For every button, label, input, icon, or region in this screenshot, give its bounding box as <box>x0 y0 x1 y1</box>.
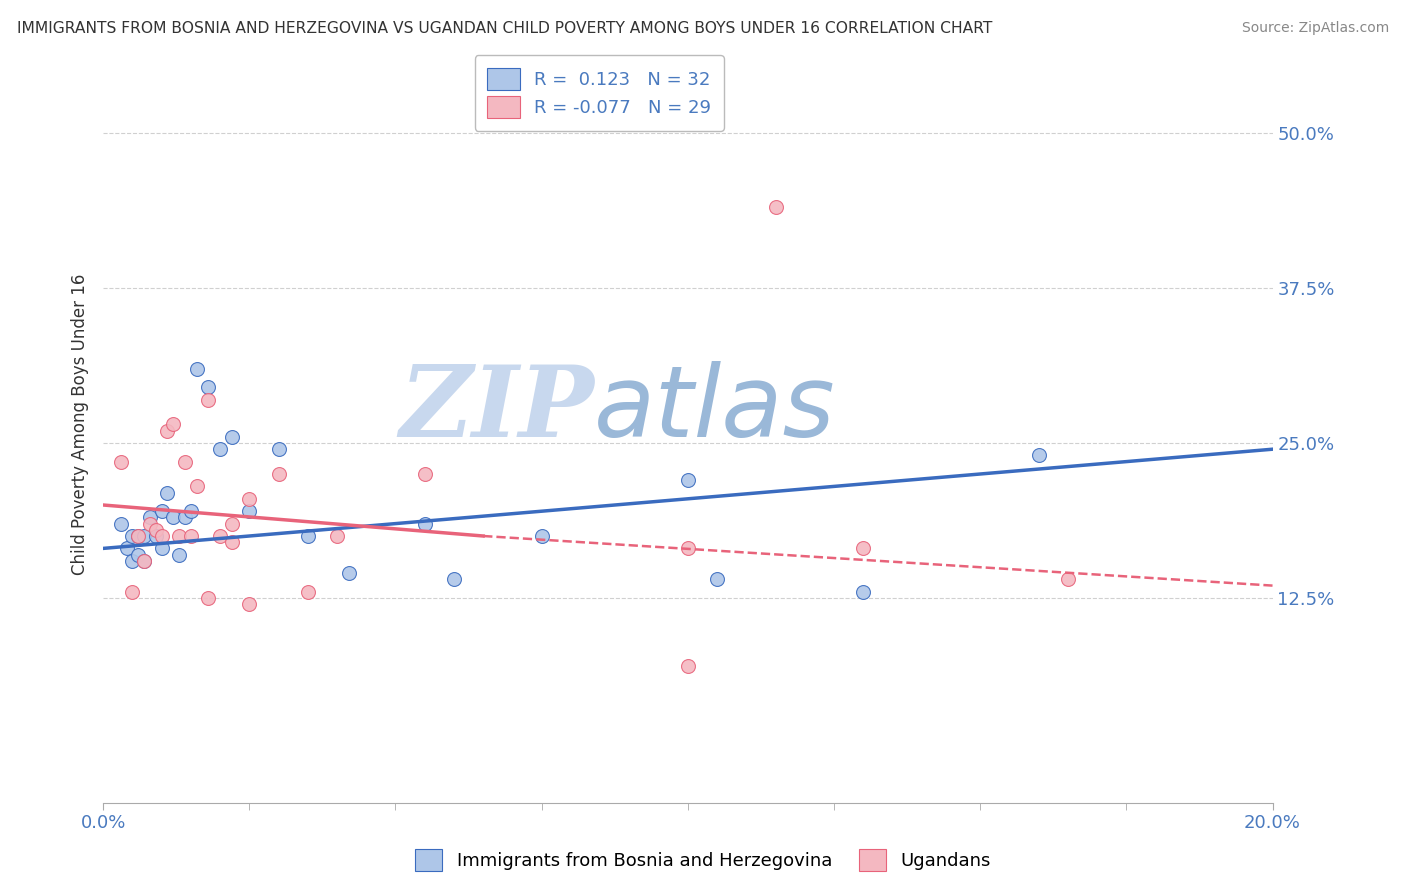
Point <box>150 529 173 543</box>
Point <box>127 529 149 543</box>
Point <box>162 510 184 524</box>
Text: IMMIGRANTS FROM BOSNIA AND HERZEGOVINA VS UGANDAN CHILD POVERTY AMONG BOYS UNDER: IMMIGRANTS FROM BOSNIA AND HERZEGOVINA V… <box>17 21 993 36</box>
Point <box>443 573 465 587</box>
Point <box>337 566 360 581</box>
Point <box>197 392 219 407</box>
Point <box>150 541 173 556</box>
Point <box>145 529 167 543</box>
Point <box>530 529 553 543</box>
Point <box>139 510 162 524</box>
Point <box>127 529 149 543</box>
Point <box>413 516 436 531</box>
Point <box>267 467 290 481</box>
Point <box>132 554 155 568</box>
Point <box>132 529 155 543</box>
Point <box>238 491 260 506</box>
Point <box>156 485 179 500</box>
Point <box>150 504 173 518</box>
Point <box>221 516 243 531</box>
Point <box>267 442 290 457</box>
Point <box>162 417 184 432</box>
Point <box>676 659 699 673</box>
Point <box>413 467 436 481</box>
Legend: R =  0.123   N = 32, R = -0.077   N = 29: R = 0.123 N = 32, R = -0.077 N = 29 <box>475 55 724 131</box>
Point <box>297 584 319 599</box>
Point <box>186 479 208 493</box>
Point <box>110 454 132 468</box>
Legend: Immigrants from Bosnia and Herzegovina, Ugandans: Immigrants from Bosnia and Herzegovina, … <box>408 842 998 879</box>
Point <box>221 430 243 444</box>
Point <box>209 529 232 543</box>
Point <box>676 541 699 556</box>
Text: atlas: atlas <box>595 360 837 458</box>
Point <box>852 541 875 556</box>
Point <box>127 548 149 562</box>
Point <box>167 548 190 562</box>
Point <box>238 504 260 518</box>
Point <box>156 424 179 438</box>
Point <box>115 541 138 556</box>
Point <box>238 597 260 611</box>
Point <box>852 584 875 599</box>
Point <box>174 510 197 524</box>
Point <box>180 504 202 518</box>
Point <box>132 554 155 568</box>
Y-axis label: Child Poverty Among Boys Under 16: Child Poverty Among Boys Under 16 <box>72 274 89 575</box>
Point <box>180 529 202 543</box>
Point <box>145 523 167 537</box>
Point <box>221 535 243 549</box>
Point <box>139 516 162 531</box>
Point <box>186 361 208 376</box>
Point <box>121 584 143 599</box>
Point <box>297 529 319 543</box>
Point <box>174 454 197 468</box>
Text: Source: ZipAtlas.com: Source: ZipAtlas.com <box>1241 21 1389 35</box>
Point <box>209 442 232 457</box>
Point <box>706 573 728 587</box>
Point <box>676 473 699 487</box>
Point <box>765 201 787 215</box>
Text: ZIP: ZIP <box>399 361 595 458</box>
Point <box>110 516 132 531</box>
Point <box>1057 573 1080 587</box>
Point <box>1028 449 1050 463</box>
Point <box>197 591 219 605</box>
Point <box>121 529 143 543</box>
Point <box>197 380 219 394</box>
Point <box>167 529 190 543</box>
Point <box>121 554 143 568</box>
Point <box>326 529 349 543</box>
